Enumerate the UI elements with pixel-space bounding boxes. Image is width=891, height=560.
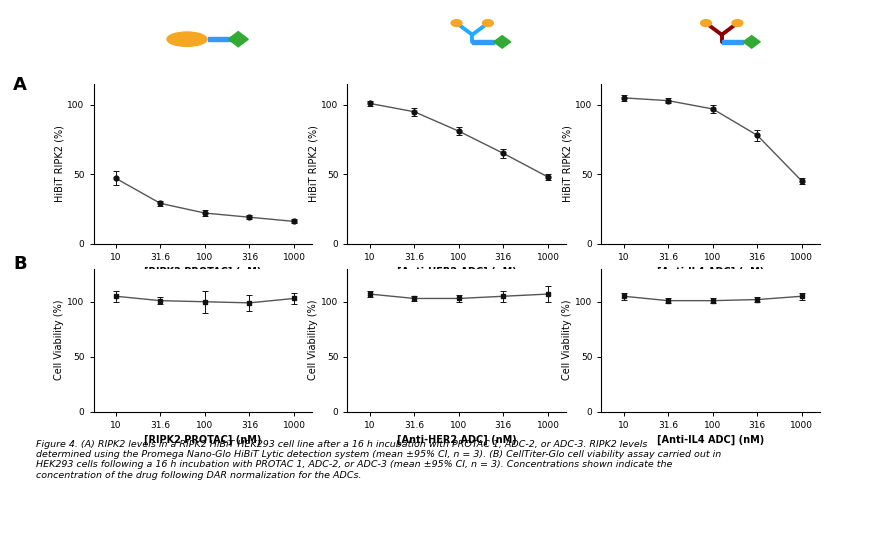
X-axis label: [RIPK2 PROTAC] (nM): [RIPK2 PROTAC] (nM)	[144, 267, 261, 277]
X-axis label: [RIPK2 PROTAC] (nM): [RIPK2 PROTAC] (nM)	[144, 435, 261, 445]
X-axis label: [Anti-HER2 ADC] (nM): [Anti-HER2 ADC] (nM)	[396, 435, 517, 445]
Text: B: B	[13, 255, 27, 273]
Y-axis label: HiBiT RIPK2 (%): HiBiT RIPK2 (%)	[54, 125, 64, 202]
Text: A: A	[13, 76, 28, 94]
Y-axis label: Cell Viability (%): Cell Viability (%)	[54, 300, 64, 380]
X-axis label: [Anti-HER2 ADC] (nM): [Anti-HER2 ADC] (nM)	[396, 267, 517, 277]
Y-axis label: Cell Viability (%): Cell Viability (%)	[308, 300, 318, 380]
Y-axis label: Cell Viability (%): Cell Viability (%)	[562, 300, 572, 380]
Text: Figure 4. (A) RIPK2 levels in a RIPK2 HiBiT HEK293 cell line after a 16 h incuba: Figure 4. (A) RIPK2 levels in a RIPK2 Hi…	[36, 440, 721, 480]
X-axis label: [Anti-IL4 ADC] (nM): [Anti-IL4 ADC] (nM)	[657, 435, 764, 445]
Y-axis label: HiBiT RIPK2 (%): HiBiT RIPK2 (%)	[562, 125, 572, 202]
Y-axis label: HiBiT RIPK2 (%): HiBiT RIPK2 (%)	[308, 125, 318, 202]
X-axis label: [Anti-IL4 ADC] (nM): [Anti-IL4 ADC] (nM)	[657, 267, 764, 277]
